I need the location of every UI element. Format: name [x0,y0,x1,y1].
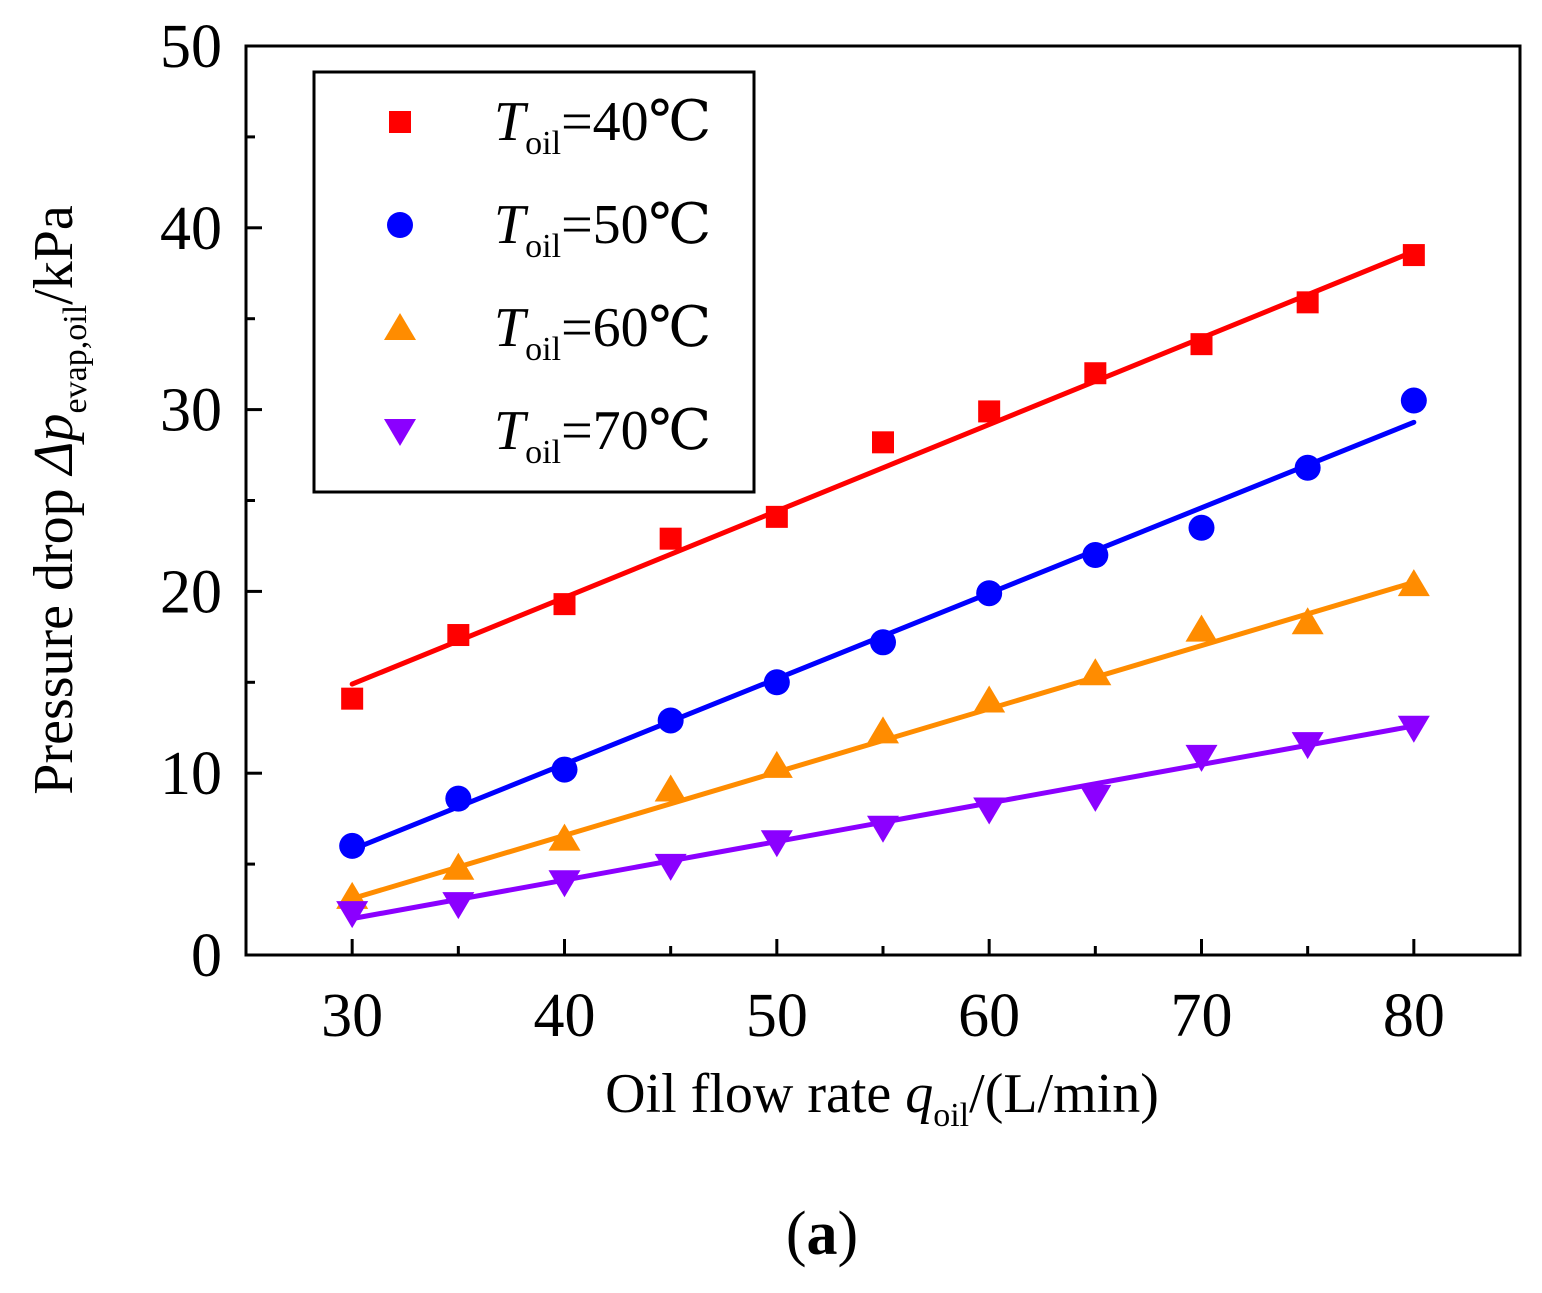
y-tick-label: 10 [160,740,222,808]
data-points [336,244,1430,929]
legend-label-1: Toil=40℃ [494,91,711,162]
data-point-1 [765,505,788,528]
data-point-2 [339,832,366,859]
legend-label-4: Toil=70℃ [494,400,711,471]
y-tick-label: 50 [160,13,222,81]
y-tick-label: 30 [160,377,222,445]
data-point-1 [1296,291,1319,314]
data-point-2 [657,707,684,734]
y-tick-label: 40 [160,195,222,263]
data-point-2 [1082,542,1109,569]
data-point-4 [548,870,581,898]
data-point-1 [872,431,894,454]
x-axis-title: Oil flow rate qoil/(L/min) [605,1063,1159,1134]
data-point-4 [654,853,687,881]
legend: Toil=40℃ Toil=50℃ Toil=60℃ Toil=70℃ [312,70,756,494]
data-point-3 [973,685,1006,713]
legend-marker-3 [384,313,416,340]
y-tick-label: 20 [160,558,222,626]
data-point-3 [760,750,793,778]
data-point-1 [447,624,470,647]
legend-label-3: Toil=60℃ [494,297,711,368]
legend-marker-1 [389,111,411,133]
data-point-3 [1079,658,1112,686]
data-point-1 [553,593,576,616]
data-point-2 [763,669,790,696]
panel-label: (a) [786,1200,858,1268]
y-axis-ticks: 0 10 20 30 40 50 [160,13,262,990]
data-point-4 [760,830,793,858]
data-point-4 [1397,715,1430,743]
y-tick-label: 0 [191,922,222,990]
data-point-3 [548,823,581,851]
legend-label-2: Toil=50℃ [494,194,711,265]
data-point-2 [445,785,472,812]
data-point-2 [551,756,578,783]
data-point-4 [336,901,369,929]
x-tick-label: 30 [321,982,383,1050]
data-point-1 [1190,333,1213,356]
data-point-2 [1188,514,1215,541]
data-point-3 [1185,614,1218,642]
data-point-3 [442,852,475,880]
data-point-3 [654,774,687,802]
x-tick-label: 50 [746,982,808,1050]
data-point-3 [1291,607,1324,635]
data-point-4 [1079,784,1112,812]
data-point-2 [976,580,1003,607]
x-axis-ticks: 30 40 50 60 70 80 [321,939,1445,1050]
fit-line-1 [349,248,1417,687]
data-point-1 [1084,362,1107,385]
x-tick-label: 60 [958,982,1020,1050]
data-point-4 [973,797,1006,825]
data-point-4 [442,892,475,920]
data-point-3 [867,716,899,744]
data-point-1 [978,400,1001,423]
data-point-4 [867,815,899,843]
data-point-1 [1402,244,1425,267]
data-point-2 [1294,454,1321,481]
legend-marker-2 [387,212,413,238]
y-axis-title: Pressure drop Δpevap,oil/kPa [23,205,94,795]
data-point-4 [1291,732,1324,760]
x-tick-label: 70 [1171,982,1233,1050]
data-point-2 [870,629,896,656]
x-tick-label: 80 [1383,982,1445,1050]
legend-marker-4 [384,419,416,446]
data-point-1 [341,687,364,710]
data-point-4 [1185,744,1218,772]
data-point-2 [1400,387,1427,414]
x-tick-label: 40 [534,982,596,1050]
data-point-1 [659,527,682,550]
data-point-3 [1397,569,1430,597]
